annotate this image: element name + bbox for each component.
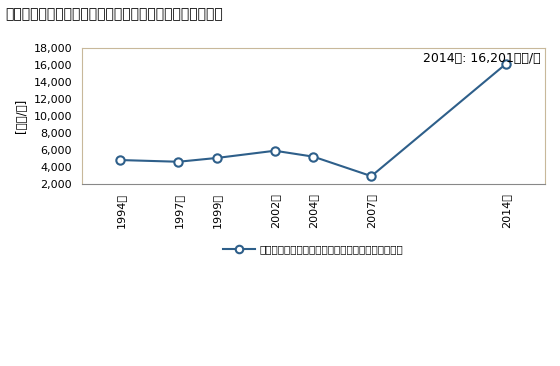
各種商品卸売業の従業者一人当たり年間商品販売額: [310, 154, 317, 159]
各種商品卸売業の従業者一人当たり年間商品販売額: [213, 156, 220, 160]
Text: 各種商品卸売業の従業者一人当たり年間商品販売額の推移: 各種商品卸売業の従業者一人当たり年間商品販売額の推移: [6, 7, 223, 21]
Text: 2014年: 16,201万円/人: 2014年: 16,201万円/人: [423, 52, 540, 66]
Legend: 各種商品卸売業の従業者一人当たり年間商品販売額: 各種商品卸売業の従業者一人当たり年間商品販売額: [219, 240, 408, 259]
各種商品卸売業の従業者一人当たり年間商品販売額: [272, 149, 278, 153]
各種商品卸売業の従業者一人当たり年間商品販売額: [368, 174, 375, 178]
各種商品卸売業の従業者一人当たり年間商品販売額: [175, 160, 182, 164]
各種商品卸売業の従業者一人当たり年間商品販売額: [117, 158, 124, 162]
Line: 各種商品卸売業の従業者一人当たり年間商品販売額: 各種商品卸売業の従業者一人当たり年間商品販売額: [116, 59, 511, 180]
各種商品卸売業の従業者一人当たり年間商品販売額: [503, 61, 510, 66]
Y-axis label: [万円/人]: [万円/人]: [15, 99, 28, 133]
